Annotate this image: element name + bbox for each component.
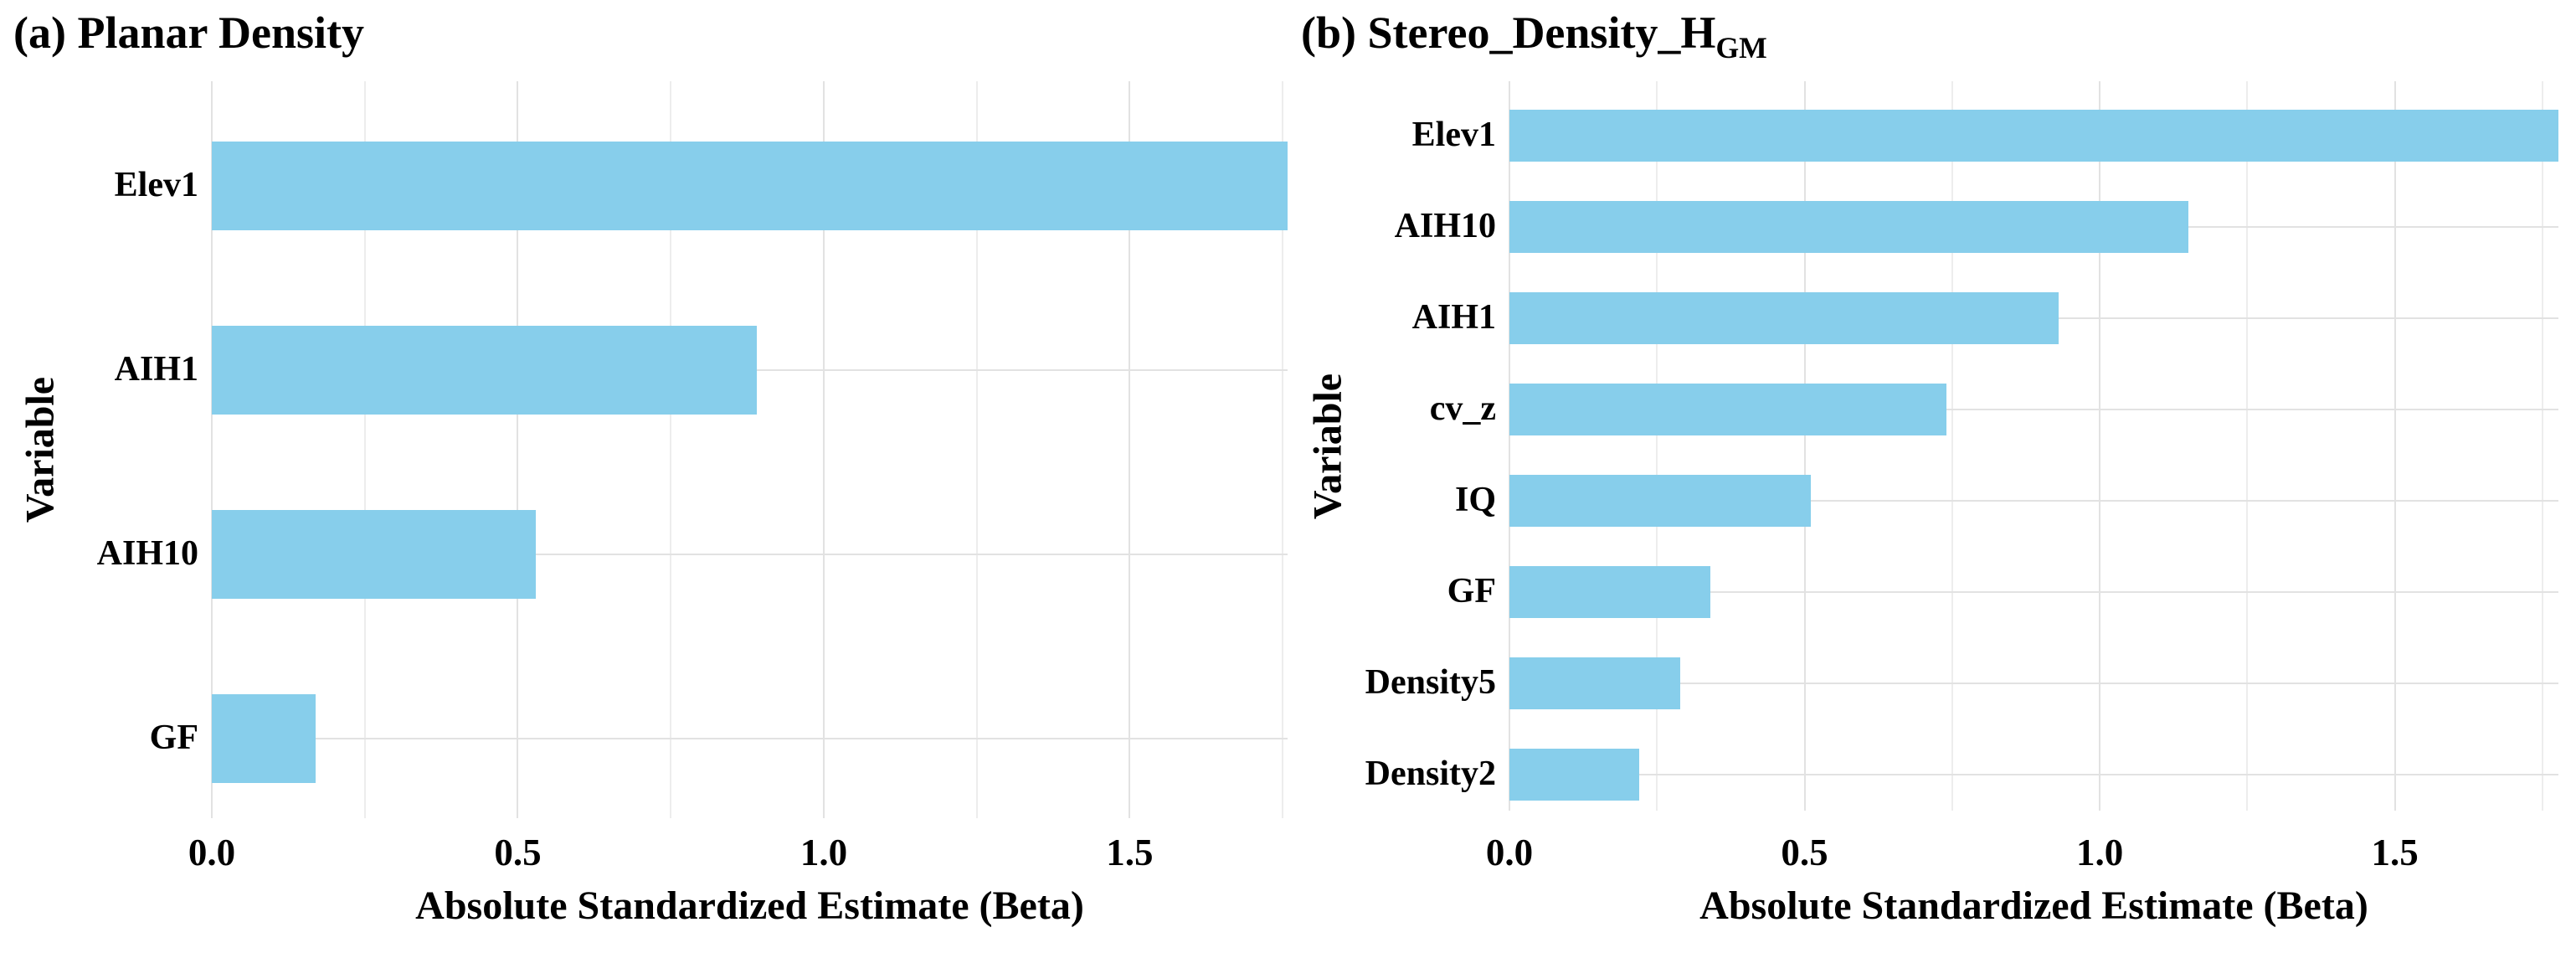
x-tick-label: 0.5 [494,832,542,873]
bar-Elev1 [212,142,1288,231]
chart-panel-b: (b) Stereo_Density_HGM Variable Absolute… [1288,0,2575,953]
bar-GF [212,694,316,784]
vertical-gridline [363,81,366,818]
x-tick-label: 1.5 [2371,832,2419,873]
bar-AIH1 [212,326,757,415]
panel-a-title: (a) Planar Density [13,7,364,59]
panel-b-title: (b) Stereo_Density_HGM [1301,7,1767,63]
x-tick-label: 0.0 [1485,832,1534,873]
x-tick-label: 0.5 [1781,832,1828,873]
category-gridline [1509,500,2558,502]
category-label-GF: GF [1447,572,1496,611]
x-tick-label: 1.5 [1106,832,1154,873]
vertical-gridline [1129,81,1131,818]
category-gridline [1509,409,2558,411]
y-axis-title: Variable [18,376,63,523]
vertical-gridline [975,81,978,818]
category-gridline [212,554,1288,556]
vertical-gridline [1282,81,1284,818]
category-label-Elev1: Elev1 [1411,116,1496,155]
x-axis-title: Absolute Standardized Estimate (Beta) [1699,883,2368,928]
bar-AIH10 [212,510,537,600]
vertical-gridline [2099,81,2101,811]
vertical-gridline [1656,81,1658,811]
bar-cv_z [1509,384,1946,436]
vertical-gridline [2246,81,2249,811]
bar-Density2 [1509,749,1640,801]
category-label-IQ: IQ [1454,481,1496,520]
x-tick-label: 1.0 [800,832,848,873]
bar-IQ [1509,475,1811,528]
vertical-gridline [2393,81,2396,811]
vertical-gridline [2541,81,2543,811]
bar-AIH1 [1509,292,2059,345]
vertical-gridline [1509,81,1510,811]
plot-panel [211,81,1288,818]
category-gridline [1509,683,2558,685]
vertical-gridline [517,81,519,818]
category-gridline [1509,591,2558,594]
category-gridline [212,738,1288,740]
x-tick-label: 0.0 [188,832,236,873]
bar-GF [1509,566,1710,619]
category-label-AIH1: AIH1 [1411,298,1496,337]
bar-Elev1 [1509,110,2558,162]
panel-b-title-text: (b) Stereo_Density_H [1301,8,1716,58]
category-gridline [1509,774,2558,776]
category-label-Density2: Density2 [1365,755,1496,794]
vertical-gridline [822,81,825,818]
chart-panel-a: (a) Planar Density Variable Absolute Sta… [13,7,1288,928]
vertical-gridline [670,81,672,818]
category-label-GF: GF [149,719,198,758]
category-label-Elev1: Elev1 [114,166,198,205]
bar-Density5 [1509,657,1681,710]
x-tick-label: 1.0 [2075,832,2124,873]
vertical-gridline [1951,81,1953,811]
plot-panel [1509,81,2558,811]
vertical-gridline [1803,81,1806,811]
bar-AIH10 [1509,201,2188,254]
x-axis-title: Absolute Standardized Estimate (Beta) [415,883,1084,928]
category-label-Density5: Density5 [1365,663,1496,703]
category-label-AIH10: AIH10 [96,534,198,574]
category-label-AIH10: AIH10 [1394,207,1496,246]
category-label-AIH1: AIH1 [114,350,198,389]
category-label-cv_z: cv_z [1429,389,1496,429]
panel-b-title-subscript: GM [1715,30,1767,64]
panel-a-title-text: (a) Planar Density [13,8,364,58]
vertical-gridline [211,81,213,818]
